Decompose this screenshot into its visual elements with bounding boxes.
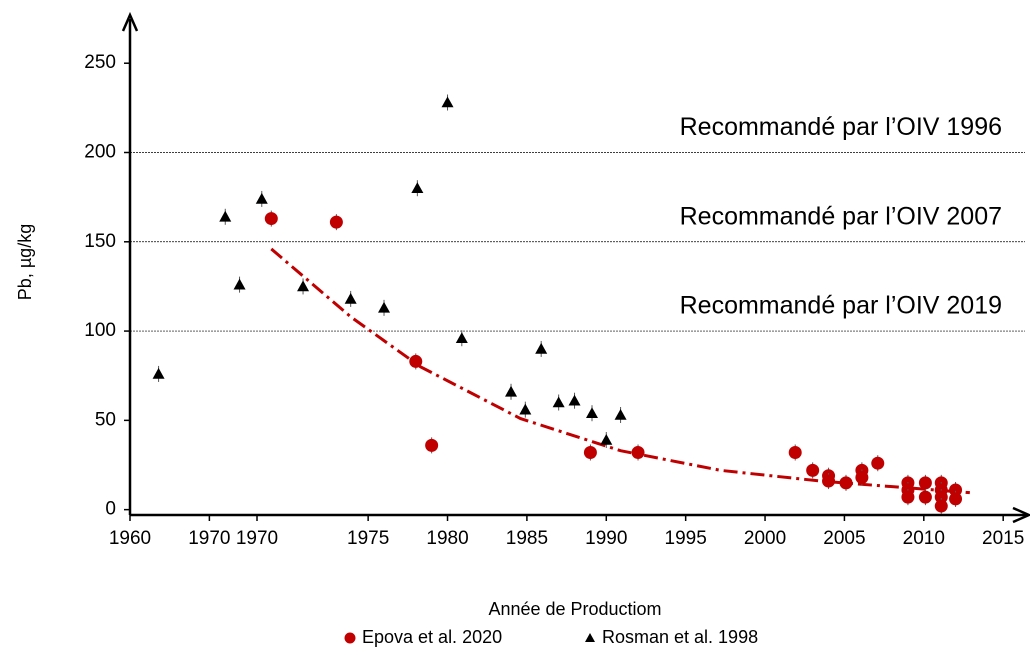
y-tick-label: 250 <box>84 52 116 73</box>
circle-point <box>806 463 820 477</box>
triangle-point <box>378 301 391 313</box>
x-tick-label: 2000 <box>744 528 786 549</box>
circle-point <box>264 212 278 226</box>
circle-point <box>949 492 963 506</box>
x-tick-label: 1970 <box>236 528 278 549</box>
circle-point <box>918 490 932 504</box>
triangle-point <box>297 280 310 292</box>
circle-point <box>901 490 915 504</box>
circle-point <box>329 215 343 229</box>
x-tick-label: 1980 <box>426 528 468 549</box>
legend-label: Epova et al. 2020 <box>362 627 502 647</box>
y-axis-arrow <box>121 11 139 32</box>
legend-label: Rosman et al. 1998 <box>602 627 758 647</box>
triangle-point <box>233 278 246 290</box>
x-tick-label: 1995 <box>665 528 707 549</box>
circle-point <box>934 490 948 504</box>
triangle-point <box>255 192 268 204</box>
x-tick-label: 2015 <box>982 528 1024 549</box>
x-tick-label: 2005 <box>823 528 865 549</box>
triangle-point <box>455 332 468 344</box>
circle-point <box>934 499 948 513</box>
triangle-point <box>219 210 232 222</box>
x-axis-arrow <box>1012 506 1030 524</box>
triangle-point <box>441 96 454 108</box>
trend-line <box>270 247 970 495</box>
triangle-point <box>344 292 357 304</box>
x-tick-label: 1960 <box>109 528 151 549</box>
triangle-point <box>535 342 548 354</box>
circle-point <box>425 438 439 452</box>
circle-point <box>631 446 645 459</box>
triangle-point <box>552 396 565 408</box>
circle-point <box>839 476 853 490</box>
circle-point <box>822 474 836 488</box>
x-tick-label: 2010 <box>903 528 945 549</box>
circle-point <box>855 471 869 484</box>
reference-label: Recommandé par l’OIV 1996 <box>680 113 1002 141</box>
y-tick-label: 100 <box>84 320 116 341</box>
y-axis-label: Pb, µg/kg <box>15 224 35 300</box>
triangle-point <box>519 403 532 415</box>
triangle-point <box>411 182 424 194</box>
y-tick-label: 50 <box>95 409 116 430</box>
circle-point <box>918 476 932 490</box>
circle-point <box>788 446 802 459</box>
x-axis-label: Année de Productiom <box>488 599 661 619</box>
x-tick-label: 1990 <box>585 528 627 549</box>
circle-point <box>409 354 423 368</box>
circle-point <box>344 632 356 644</box>
triangle-point <box>585 633 595 642</box>
triangle-point <box>568 394 581 406</box>
y-tick-label: 200 <box>84 142 116 163</box>
y-tick-label: 150 <box>84 231 116 252</box>
triangle-point <box>152 367 165 379</box>
circle-point <box>871 456 885 470</box>
circle-point <box>583 446 597 459</box>
triangle-point <box>600 434 613 445</box>
x-tick-label: 1970 <box>188 528 230 549</box>
x-tick-label: 1985 <box>506 528 548 549</box>
reference-label: Recommandé par l’OIV 2007 <box>680 202 1002 230</box>
triangle-point <box>585 407 598 419</box>
triangle-point <box>614 409 627 420</box>
y-tick-label: 0 <box>105 499 116 520</box>
triangle-point <box>505 385 518 397</box>
reference-label: Recommandé par l’OIV 2019 <box>680 292 1002 320</box>
circle-point <box>949 483 963 497</box>
x-tick-label: 1975 <box>347 528 389 549</box>
